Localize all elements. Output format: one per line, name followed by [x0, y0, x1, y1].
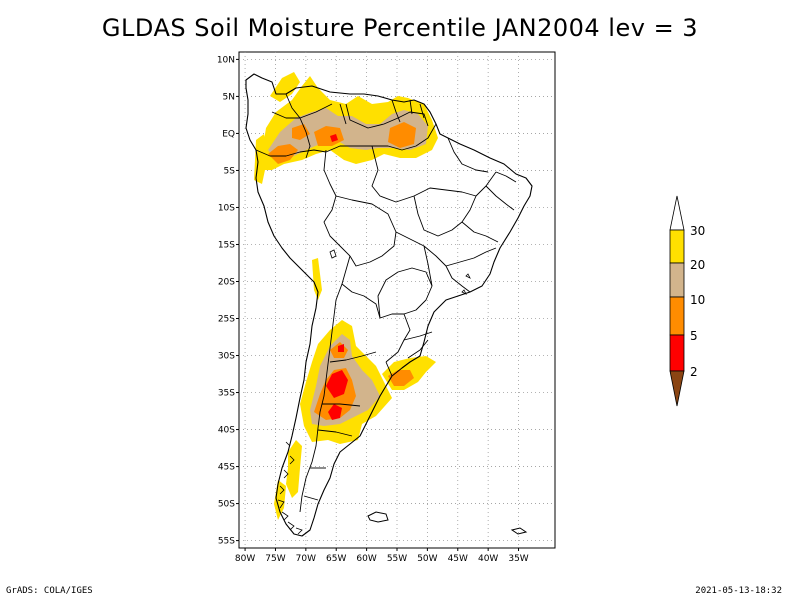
lake-titicaca — [329, 249, 337, 259]
y-tick-label: 35S — [218, 389, 235, 399]
x-axis-ticks: 80W 75W 70W 65W 60W 55W 50W 45W 40W 35W — [235, 548, 529, 564]
colorbar: 30 20 10 5 2 — [669, 195, 705, 407]
x-tick-label: 35W — [508, 554, 528, 564]
footer-credit: GrADS: COLA/IGES — [6, 586, 93, 596]
y-tick-label: 40S — [218, 426, 235, 436]
x-tick-label: 65W — [326, 554, 346, 564]
continent-coastline — [245, 73, 533, 537]
colorbar-top-triangle — [669, 195, 685, 231]
shade-north-orange-c2 — [292, 124, 310, 140]
small-island-se — [461, 289, 467, 295]
x-tick-label: 55W — [387, 554, 407, 564]
x-tick-label: 50W — [417, 554, 437, 564]
colorbar-label-30: 30 — [690, 224, 705, 238]
colorbar-swatch-20 — [669, 262, 685, 298]
y-tick-label: EQ — [222, 129, 235, 139]
x-tick-label: 70W — [296, 554, 316, 564]
y-tick-label: 45S — [218, 463, 235, 473]
x-tick-label: 75W — [265, 554, 285, 564]
shade-arg-red-2 — [328, 404, 342, 420]
footer-timestamp: 2021-05-13-18:32 — [695, 586, 782, 596]
y-tick-label: 55S — [218, 537, 235, 547]
chile-archipelago — [277, 441, 303, 535]
shade-north-red-dot — [330, 134, 338, 142]
country-borders — [255, 93, 517, 513]
percentile-shading — [254, 72, 438, 520]
chart-title: GLDAS Soil Moisture Percentile JAN2004 l… — [101, 14, 699, 42]
x-tick-label: 45W — [448, 554, 468, 564]
south-georgia — [510, 527, 528, 535]
y-tick-label: 30S — [218, 352, 235, 362]
galapagos — [465, 273, 471, 279]
shade-north-orange-e — [388, 122, 416, 148]
y-tick-label: 5S — [224, 166, 236, 176]
shade-north-orange-w — [268, 144, 298, 164]
x-tick-label: 80W — [235, 554, 255, 564]
y-tick-label: 10N — [217, 55, 235, 65]
colorbar-label-5: 5 — [690, 329, 698, 343]
shade-peru-coast — [312, 258, 322, 300]
colorbar-swatch-30 — [669, 229, 685, 264]
y-tick-label: 5N — [223, 92, 235, 102]
shade-north-orange-c — [314, 126, 344, 146]
x-tick-label: 60W — [356, 554, 376, 564]
colorbar-swatch-5 — [669, 334, 685, 372]
colorbar-label-10: 10 — [690, 293, 705, 307]
shade-patagonia-yellow — [286, 440, 302, 498]
colorbar-label-20: 20 — [690, 258, 705, 272]
colorbar-bottom-triangle — [669, 370, 685, 407]
y-tick-label: 25S — [218, 315, 235, 325]
y-tick-label: 10S — [218, 203, 235, 213]
shade-north-tan — [268, 108, 428, 160]
y-tick-label: 15S — [218, 240, 235, 250]
x-tick-label: 40W — [478, 554, 498, 564]
shade-arg-red-1 — [326, 370, 348, 398]
y-axis-ticks: 10N 5N EQ 5S 10S 15S 20S 25S 30S 35S 40S 45S 50S 55S — [217, 55, 239, 547]
falkland-islands — [367, 511, 389, 523]
shade-arg-red-3 — [338, 344, 344, 352]
shade-nwcoast-yellow — [254, 134, 268, 184]
y-tick-label: 50S — [218, 500, 235, 510]
y-tick-label: 20S — [218, 277, 235, 287]
colorbar-swatch-10 — [669, 296, 685, 336]
colorbar-label-2: 2 — [690, 365, 698, 379]
